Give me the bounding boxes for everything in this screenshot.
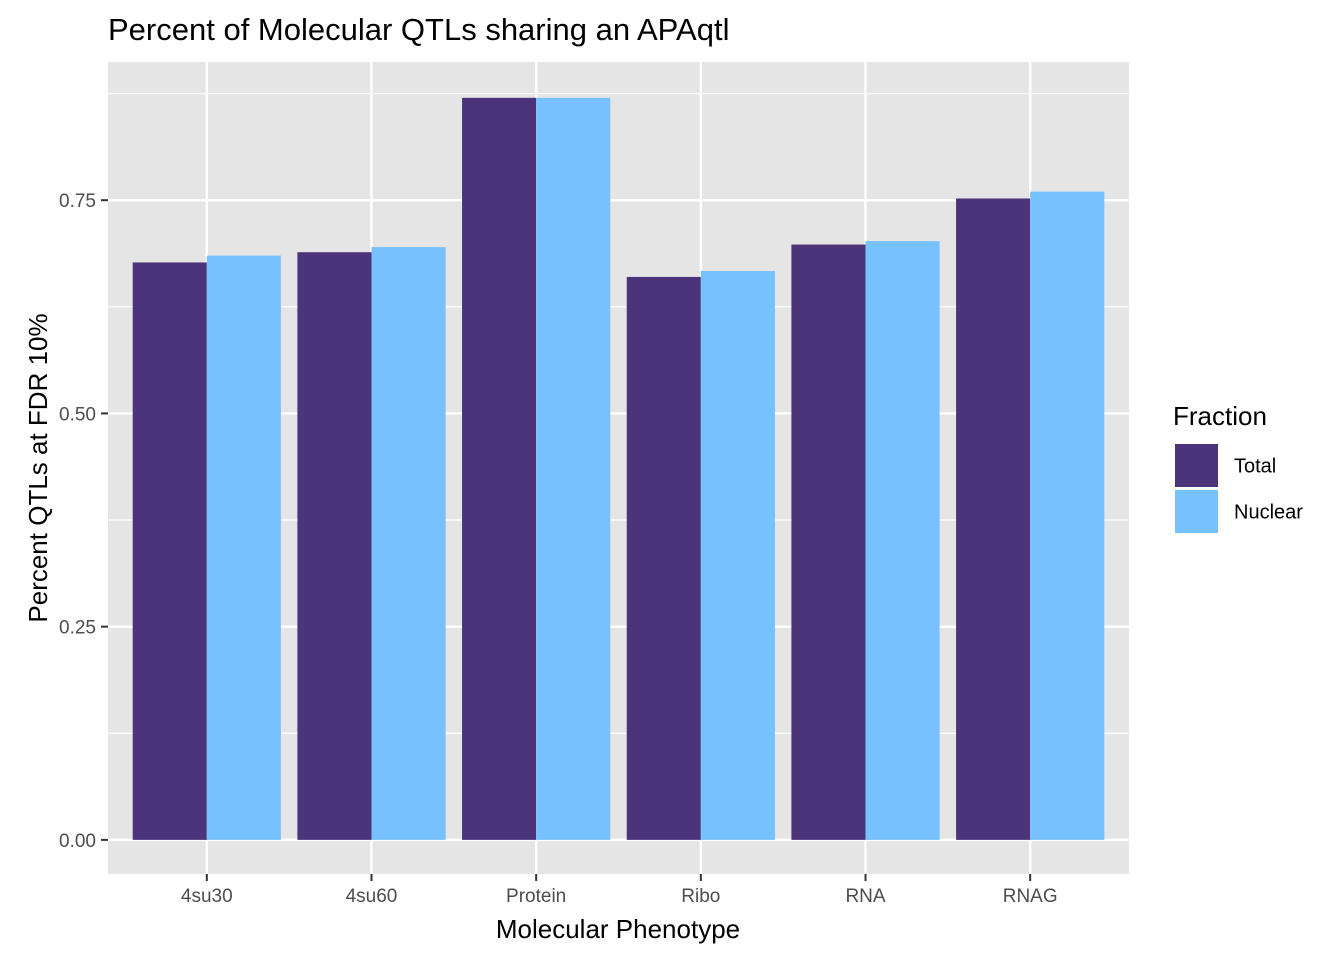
legend-label-total: Total xyxy=(1234,456,1276,478)
bar-total-4su60 xyxy=(297,252,372,840)
bar-total-protein xyxy=(462,97,537,840)
bar-nuclear-rnag xyxy=(1030,191,1105,840)
x-tick-label: RNAG xyxy=(1003,886,1058,907)
bar-total-rna xyxy=(791,244,866,840)
x-axis-title: Molecular Phenotype xyxy=(496,914,740,944)
bar-nuclear-4su60 xyxy=(371,247,446,840)
legend-key-total xyxy=(1175,444,1218,487)
x-tick-label: Protein xyxy=(506,886,566,907)
bar-total-rnag xyxy=(956,198,1031,840)
legend-title: Fraction xyxy=(1173,401,1267,431)
chart-title: Percent of Molecular QTLs sharing an APA… xyxy=(108,12,729,47)
bar-nuclear-rna xyxy=(865,241,940,840)
bar-nuclear-protein xyxy=(536,97,611,840)
y-axis-title: Percent QTLs at FDR 10% xyxy=(23,313,53,622)
y-tick-label: 0.75 xyxy=(59,191,96,212)
y-tick-label: 0.50 xyxy=(59,404,96,425)
x-tick-label: 4su30 xyxy=(181,886,233,907)
legend-key-nuclear xyxy=(1175,490,1218,533)
x-axis: 4su30 4su60 Protein Ribo RNA RNAG xyxy=(181,874,1058,907)
bar-nuclear-ribo xyxy=(700,270,775,840)
bar-marks xyxy=(132,97,1105,840)
bar-total-ribo xyxy=(626,276,701,840)
y-axis: 0.00 0.25 0.50 0.75 xyxy=(59,191,108,852)
bar-nuclear-4su30 xyxy=(206,255,281,840)
y-tick-label: 0.25 xyxy=(59,618,96,639)
legend: Fraction Total Nuclear xyxy=(1173,401,1303,533)
y-tick-label: 0.00 xyxy=(59,831,96,852)
x-tick-label: Ribo xyxy=(681,886,720,907)
x-tick-label: RNA xyxy=(845,886,885,907)
x-tick-label: 4su60 xyxy=(346,886,398,907)
legend-label-nuclear: Nuclear xyxy=(1234,502,1303,524)
bar-total-4su30 xyxy=(132,262,207,840)
